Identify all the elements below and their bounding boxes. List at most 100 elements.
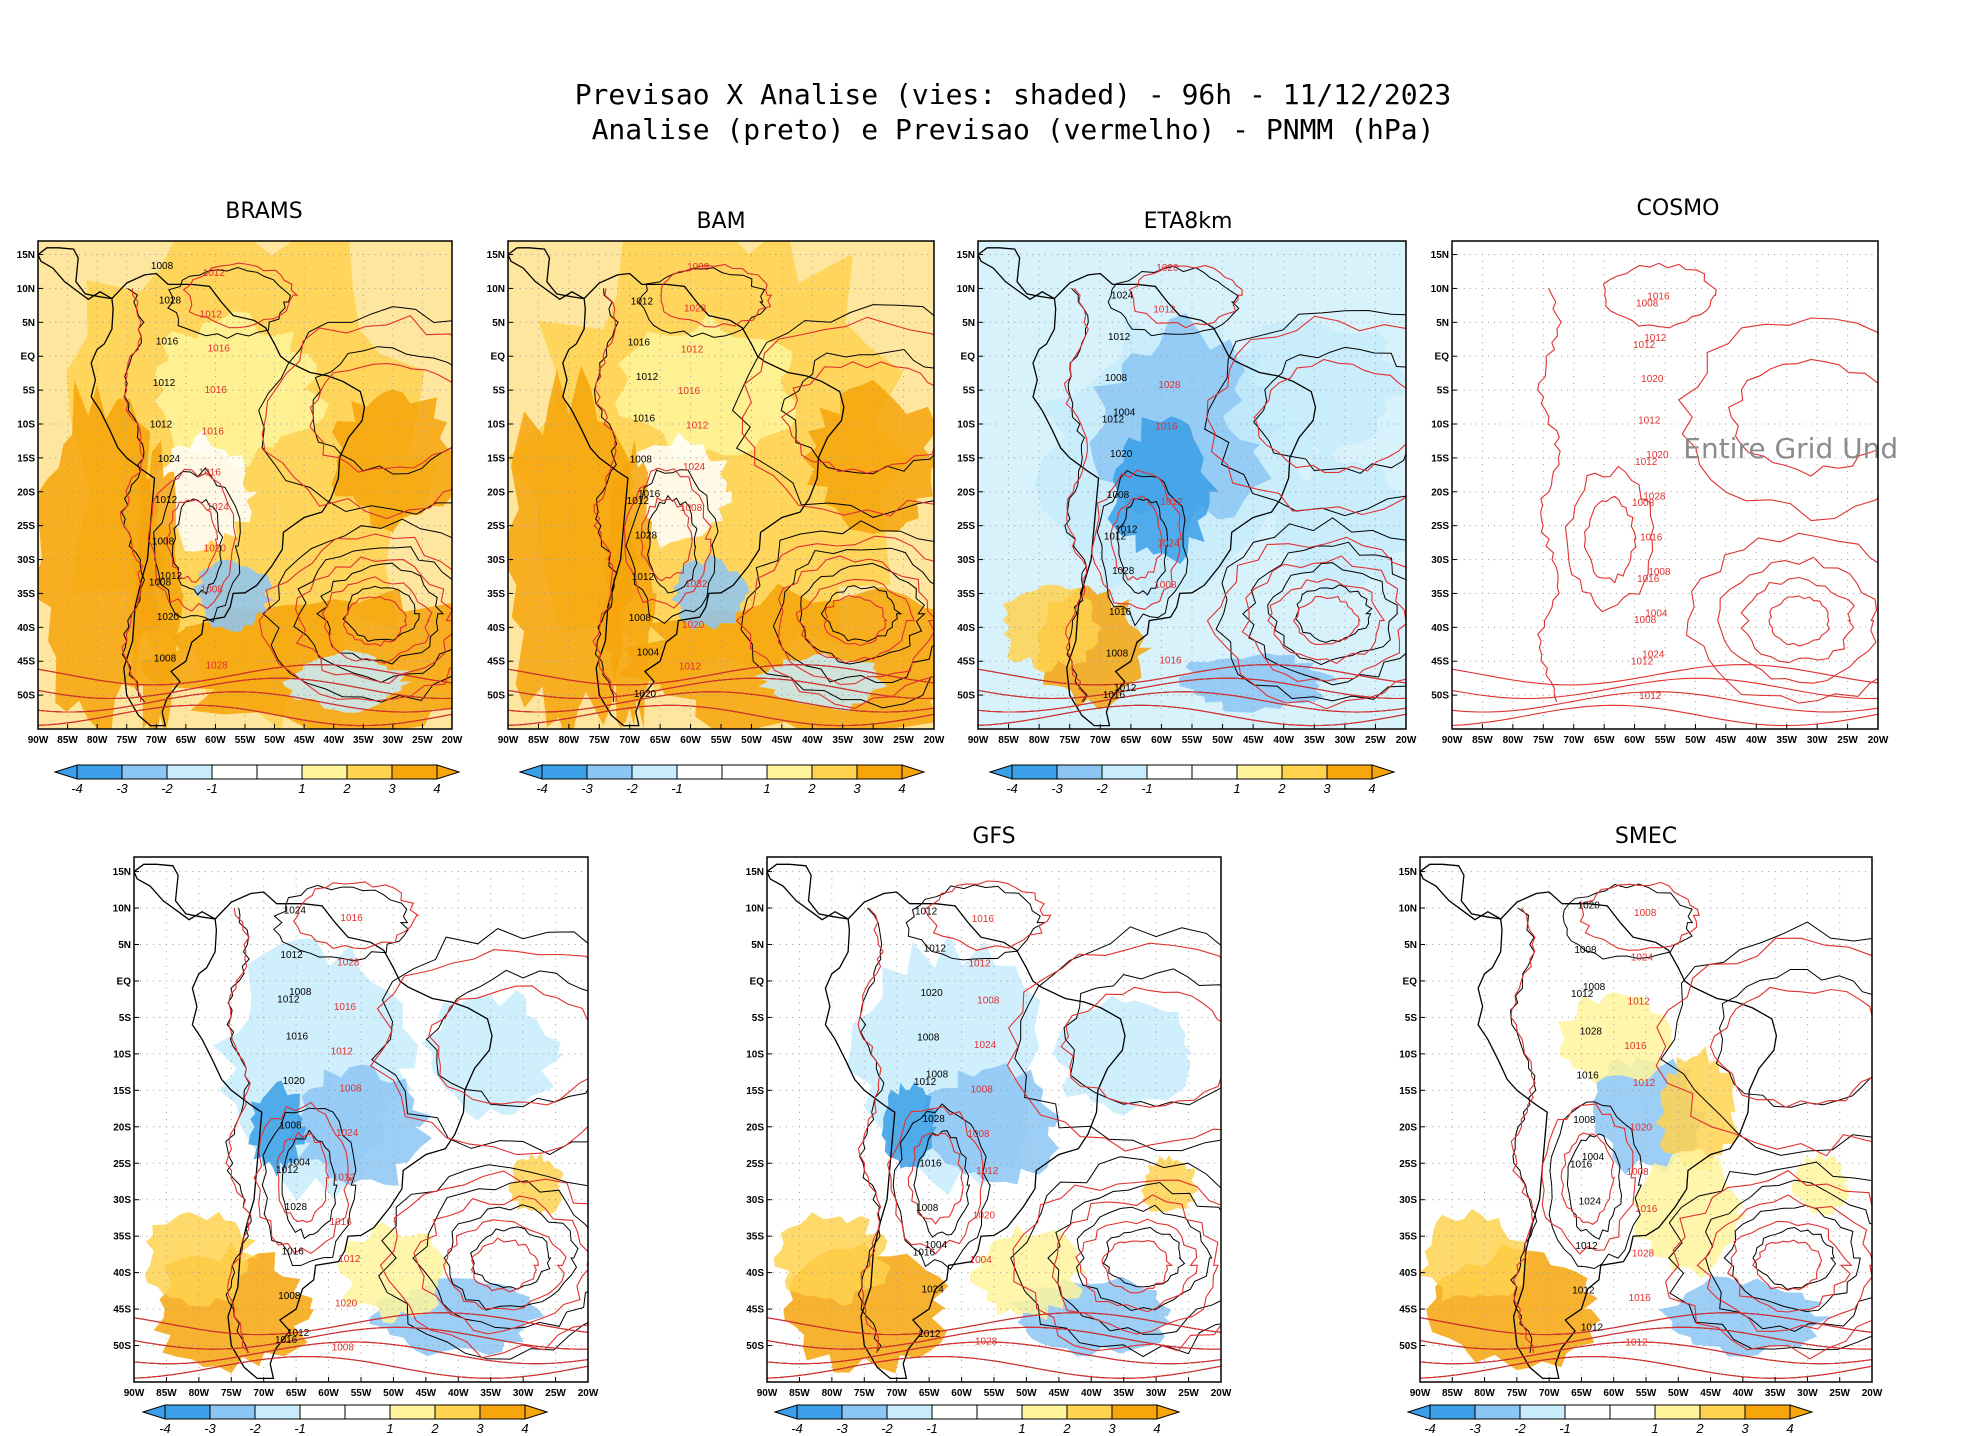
lat-tick-label: 50S	[746, 1341, 764, 1352]
analysis-isobar	[443, 1204, 579, 1311]
bias-blob	[282, 649, 412, 713]
lon-tick-label: 90W	[498, 735, 519, 746]
forecast-southern-isobar	[508, 664, 934, 686]
colorbar-arrow-left	[773, 1404, 798, 1420]
forecast-contour-label: 1012	[679, 661, 702, 672]
lat-tick-label: 15S	[746, 1086, 764, 1097]
lon-tick-label: 85W	[998, 735, 1019, 746]
forecast-contour-label: 1016	[1647, 292, 1670, 303]
lat-tick-label: 25S	[487, 521, 505, 532]
analysis-contour-label: 1028	[923, 1114, 946, 1125]
undefined-grid-text: Entire Grid Und	[1683, 432, 1898, 465]
colorbar-tick-label: 2	[807, 781, 816, 796]
forecast-contour-label: 1012	[686, 420, 709, 431]
colorbar-bin	[166, 764, 213, 780]
analysis-contour-label: 1016	[1109, 607, 1132, 618]
lon-tick-label: 80W	[1503, 735, 1524, 746]
lat-tick-label: 45S	[957, 657, 975, 668]
colorbar-arrow-right	[901, 764, 926, 780]
forecast-southern-isobar	[767, 1312, 1221, 1336]
forecast-isobar	[293, 881, 420, 950]
forecast-contour-label: 1004	[970, 1255, 993, 1266]
analysis-contour-label: 1012	[276, 1165, 299, 1176]
analysis-andes-isobar	[857, 907, 885, 1354]
lat-tick-label: 40S	[17, 623, 35, 634]
lon-tick-label: 20W	[442, 735, 463, 746]
colorbar-bin	[1281, 764, 1328, 780]
lat-tick-label: 10S	[113, 1049, 131, 1060]
colorbar-bin	[76, 764, 123, 780]
bias-shading-eta8km	[978, 241, 1406, 729]
forecast-isobar	[887, 1106, 984, 1255]
map-area-brams: 1008101210081008101210081012101610201024…	[38, 241, 452, 729]
forecast-isobar	[1717, 556, 1878, 684]
forecast-isobar	[379, 1170, 588, 1359]
lat-tick-label: 5S	[963, 386, 976, 397]
analysis-contour-label: 1024	[1579, 1197, 1602, 1208]
forecast-southern-isobar	[1452, 704, 1878, 727]
lon-tick-label: 60W	[1624, 735, 1645, 746]
analysis-contour-label: 1016	[633, 413, 656, 424]
forecast-isobar	[443, 1219, 567, 1311]
colorbar-bin	[1066, 1404, 1113, 1420]
colorbar-tick-label: 1	[763, 781, 770, 796]
lon-tick-label: 30W	[863, 735, 884, 746]
forecast-southern-isobar	[1420, 1312, 1872, 1336]
analysis-isobar	[171, 498, 224, 596]
lat-tick-label: 50S	[1431, 691, 1449, 702]
lon-tick-label: 60W	[1151, 735, 1172, 746]
colorbar-tick-label: -2	[881, 1421, 893, 1436]
analysis-isobar	[425, 969, 588, 1108]
analysis-contour-label: 1028	[159, 295, 182, 306]
forecast-contour-label: 1012	[333, 1172, 356, 1183]
lat-tick-label: 10N	[17, 284, 35, 295]
coastline-central-america	[767, 863, 849, 921]
forecast-isobar	[823, 594, 888, 647]
colorbar-bin	[389, 1404, 436, 1420]
forecast-contour-label: 1012	[1644, 333, 1667, 344]
lat-tick-label: 25S	[17, 521, 35, 532]
lon-tick-label: 65W	[1121, 735, 1142, 746]
lon-tick-label: 35W	[1113, 1388, 1134, 1399]
forecast-andes-isobar	[857, 907, 884, 1353]
bias-blob	[1791, 1151, 1850, 1216]
bias-blob	[627, 432, 732, 549]
colorbar-tick-label: -3	[1469, 1421, 1481, 1436]
map-area-cosmo: 1012100810121008101210081016101210121016…	[1452, 254, 1878, 727]
lon-tick-label: 65W	[1594, 735, 1615, 746]
colorbar-arrow-left	[988, 764, 1013, 780]
lat-tick-label: 40S	[746, 1268, 764, 1279]
lon-tick-label: 35W	[1776, 735, 1797, 746]
colorbar-bin	[121, 764, 168, 780]
colorbar-tick-label: -1	[206, 781, 218, 796]
forecast-contour-label: 1016	[1640, 533, 1663, 544]
analysis-isobar	[1294, 584, 1373, 643]
panel-smec: SMEC101610121012100810081012101610201024…	[1399, 824, 1883, 1436]
forecast-contour-label: 1016	[1629, 1293, 1652, 1304]
forecast-isobars-gfs	[767, 880, 1221, 1379]
lat-tick-label: 5N	[751, 940, 764, 951]
lon-tick-label: 50W	[264, 735, 285, 746]
lat-tick-label: EQ	[1403, 976, 1418, 987]
lat-tick-label: EQ	[117, 976, 132, 987]
forecast-isobar	[253, 1101, 352, 1255]
lat-tick-label: 25S	[746, 1159, 764, 1170]
colorbar-tick-label: 2	[430, 1421, 439, 1436]
lat-tick-label: 35S	[1431, 589, 1449, 600]
forecast-isobar	[1752, 1239, 1823, 1291]
forecast-southern-isobar	[978, 691, 1406, 713]
lat-tick-label: EQ	[491, 352, 506, 363]
lon-tick-label: 55W	[1636, 1388, 1657, 1399]
forecast-southern-isobar	[508, 691, 934, 713]
forecast-isobar	[1101, 1240, 1174, 1294]
colorbar-bin	[1654, 1404, 1701, 1420]
forecast-isobar	[1564, 465, 1655, 613]
forecast-contour-label: 1012	[1160, 497, 1183, 508]
bias-blob	[508, 1152, 564, 1215]
analysis-contour-label: 1012	[914, 1077, 937, 1088]
forecast-contour-label: 1012	[200, 309, 223, 320]
forecast-contour-label: 1012	[968, 959, 991, 970]
bias-blob	[1655, 1046, 1740, 1171]
lon-tick-label: 75W	[1533, 735, 1554, 746]
